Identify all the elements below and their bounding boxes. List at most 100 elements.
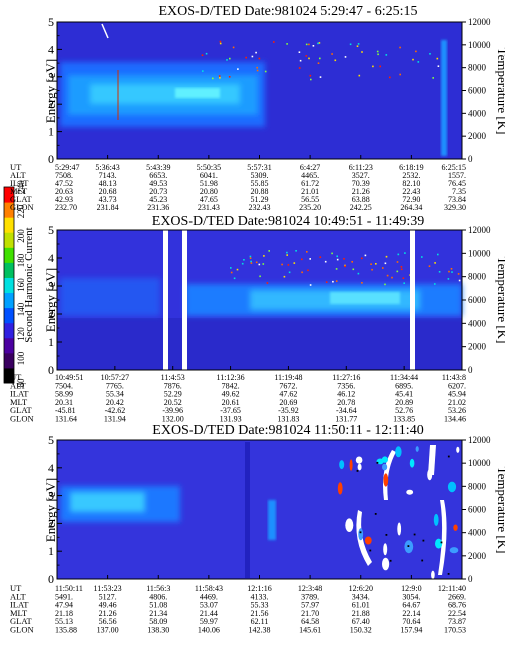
orbit-cell: 61.72 (301, 179, 319, 188)
panel-2-axes: 0 1 2 3 4 5 0 2000 4000 6000 8000 10000 12000 (48, 223, 491, 377)
y2-tick-label: 6000 (468, 295, 487, 305)
speckle (379, 65, 381, 68)
y-tick-label: 3 (48, 70, 54, 84)
orbit-cell: 11:4:53 (161, 373, 185, 382)
speckle (391, 276, 393, 279)
speckle (258, 263, 261, 266)
colorbar-cell (4, 187, 14, 203)
y2-tick-label: 4000 (468, 528, 487, 538)
speckle (202, 70, 204, 72)
speckle (404, 252, 406, 254)
orbit-cell: 57.97 (301, 601, 319, 610)
orbit-cell: 231.84 (97, 203, 119, 212)
y-tick-label: 2 (48, 307, 54, 321)
y2-tick-label: 6000 (468, 505, 487, 515)
blob-dark (447, 455, 450, 458)
orbit-cell: 133.85 (393, 415, 415, 424)
speckle (386, 274, 389, 277)
speckle (245, 56, 247, 59)
orbit-cell: 232.70 (55, 203, 77, 212)
orbit-row-label: ALT (10, 591, 27, 601)
blob (383, 543, 388, 556)
y2-tick-label: 2000 (468, 131, 487, 141)
speckle (262, 263, 265, 265)
panel-1-heatmap (57, 22, 462, 159)
speckle (264, 70, 267, 73)
orbit-cell: 45.41 (395, 390, 413, 399)
speckle (336, 255, 338, 258)
speckle (351, 261, 353, 263)
orbit-cell: 11:43:8 (442, 373, 466, 382)
blob (406, 489, 414, 495)
y-tick-label: 1 (48, 335, 54, 349)
panel-1-axes: 0 1 2 3 4 5 0 2000 4000 6000 8000 10000 12000 (48, 15, 491, 166)
panel-2-ylabel: Energy [eV] (43, 268, 58, 332)
speckle (375, 263, 377, 265)
orbit-cell: 10:57:27 (101, 373, 129, 382)
orbit-cell: 43.73 (99, 195, 117, 204)
orbit-cell: 2532. (402, 171, 420, 180)
orbit-cell: 45.23 (149, 195, 167, 204)
blob (397, 522, 402, 536)
orbit-cell: 21.18 (55, 609, 73, 618)
panel-2-title: EXOS-D/TED Date:981024 10:49:51 - 11:49:… (152, 214, 424, 229)
speckle (293, 262, 296, 264)
orbit-cell: 46.12 (337, 390, 355, 399)
panel-3-stripe (245, 442, 250, 578)
y2-tick-label: 4000 (468, 318, 487, 328)
colorbar-tick-label: 180 (16, 253, 26, 267)
orbit-cell: 138.30 (147, 626, 169, 635)
orbit-cell: 21.88 (352, 609, 370, 618)
orbit-cell: 131.94 (104, 415, 126, 424)
speckle (205, 52, 208, 55)
speckle (344, 56, 347, 58)
y2-tick-label: 2000 (468, 342, 487, 352)
blob-dark (389, 559, 392, 562)
blob (382, 463, 388, 471)
blob (433, 513, 439, 526)
blob (337, 482, 343, 495)
speckle (429, 53, 431, 55)
speckle (331, 252, 333, 255)
orbit-cell: 6:18:19 (399, 163, 423, 172)
colorbar-cell (4, 202, 14, 218)
blob (449, 547, 459, 554)
speckle (281, 263, 283, 266)
orbit-cell: 70.39 (352, 179, 370, 188)
blob (456, 446, 460, 453)
speckle (218, 75, 221, 77)
orbit-row-label: UT (10, 583, 22, 593)
orbit-cell: 232.43 (249, 203, 271, 212)
speckle (457, 273, 460, 275)
y-tick-label: 0 (48, 363, 54, 377)
speckle (319, 57, 321, 60)
orbit-cell: 47.65 (200, 195, 218, 204)
orbit-cell: 21.26 (99, 609, 117, 618)
orbit-cell: 68.76 (448, 601, 466, 610)
colorbar-tick-label: 80 (16, 378, 26, 388)
speckle (309, 74, 312, 77)
y-tick-label: 3 (48, 279, 54, 293)
panel-3-blob (268, 500, 276, 540)
blob-dark (422, 539, 425, 542)
orbit-cell: 49.53 (149, 179, 167, 188)
colorbar-cell (4, 337, 14, 354)
orbit-row-label: MLT (10, 186, 28, 196)
orbit-cell: 55.34 (106, 390, 124, 399)
speckle (436, 57, 439, 60)
orbit-cell: -45.81 (55, 406, 76, 415)
orbit-cell: 21.02 (448, 398, 466, 407)
speckle (298, 67, 301, 69)
colorbar-cell (4, 307, 14, 324)
panel-2: EXOS-D/TED Date:981024 10:49:51 - 11:49:… (10, 214, 505, 424)
panel-2-orbit-table: UT 10:49:51 10:57:27 11:4:53 11:12:36 11:19:4… (10, 372, 466, 424)
speckle (306, 251, 308, 253)
orbit-cell: 7143. (99, 171, 117, 180)
speckle (331, 53, 333, 55)
speckle (324, 260, 327, 263)
speckle (389, 76, 391, 79)
panel-1-orbit-table: UT 5:29:47 5:36:43 5:43:39 5:50:35 5:57:31 6:4… (10, 162, 466, 212)
y2-tick-label: 10000 (468, 248, 491, 258)
orbit-cell: 70.64 (402, 617, 420, 626)
orbit-cell: 73.84 (448, 195, 466, 204)
